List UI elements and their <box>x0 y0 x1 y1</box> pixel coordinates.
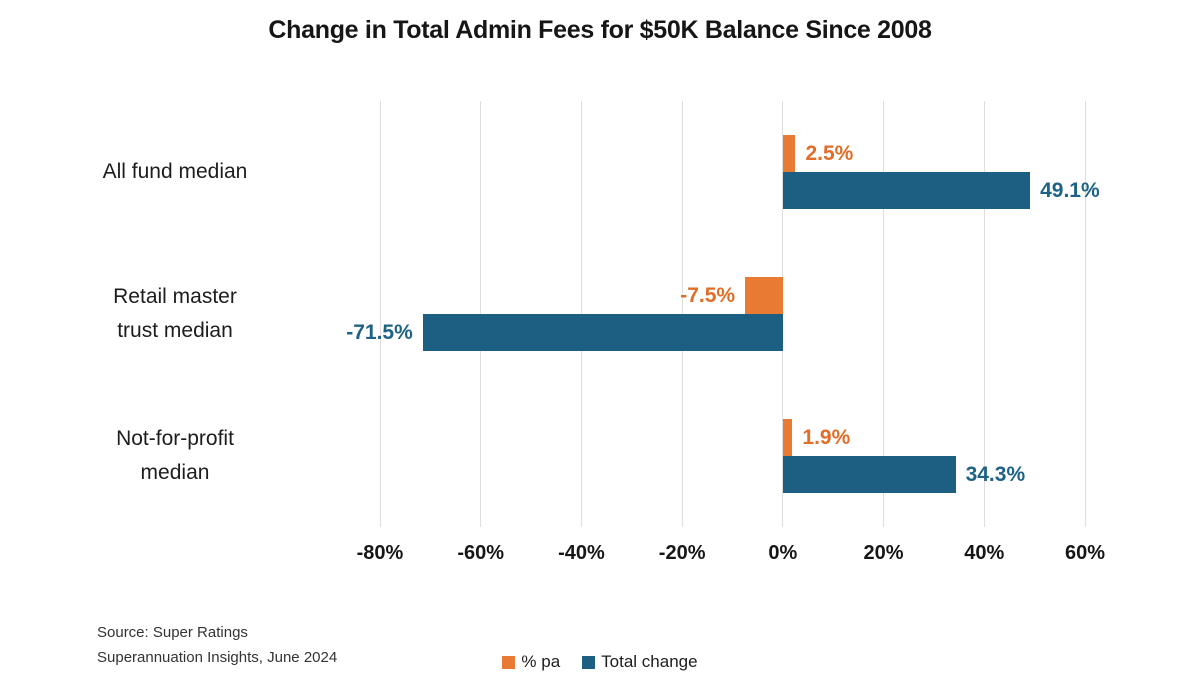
value-label-total-change: 49.1% <box>1040 179 1100 202</box>
bar-total-change <box>782 456 956 493</box>
legend: % pa Total change <box>0 652 1200 672</box>
category-label: Not-for-profit median <box>116 426 234 484</box>
bar-pct-pa <box>782 135 796 172</box>
gridline <box>1084 101 1086 527</box>
source-line-1: Source: Super Ratings <box>97 624 248 641</box>
gridline <box>782 101 784 527</box>
value-label-total-change: -71.5% <box>346 321 413 344</box>
legend-swatch-pct-pa <box>502 655 516 669</box>
x-axis-tick-label: -40% <box>558 542 605 564</box>
value-label-total-change: 34.3% <box>965 463 1026 486</box>
bar-pct-pa <box>782 419 793 456</box>
bar-total-change <box>782 172 1031 209</box>
gridline <box>883 101 885 527</box>
gridline <box>379 101 381 527</box>
source-note: Source: Super Ratings Superannuation Ins… <box>97 621 337 671</box>
category-label: All fund median <box>102 159 248 183</box>
bar-total-change <box>422 314 783 351</box>
x-axis-tick-label: 40% <box>964 542 1005 564</box>
legend-item-total-change: Total change <box>582 652 698 672</box>
x-axis-tick-label: 0% <box>768 542 798 564</box>
value-label-pct-pa: -7.5% <box>680 284 736 307</box>
legend-label-pct-pa: % pa <box>521 652 561 671</box>
legend-swatch-total-change <box>582 655 596 669</box>
legend-label-total-change: Total change <box>601 652 698 671</box>
x-axis-tick-label: 20% <box>863 542 904 564</box>
value-label-pct-pa: 2.5% <box>805 142 854 165</box>
source-line-2: Superannuation Insights, June 2024 <box>97 648 338 666</box>
x-axis-tick-label: -60% <box>457 542 505 564</box>
legend-item-pct-pa: % pa <box>502 652 560 672</box>
x-axis-tick-label: -80% <box>356 542 404 564</box>
gridline <box>983 101 985 527</box>
bar-pct-pa <box>745 277 783 314</box>
category-label: Retail master trust median <box>113 284 237 342</box>
chart-title: Change in Total Admin Fees for $50K Bala… <box>268 16 932 44</box>
x-axis-tick-label: -20% <box>658 542 706 564</box>
value-label-pct-pa: 1.9% <box>802 426 851 449</box>
x-axis-tick-label: 60% <box>1064 542 1106 564</box>
